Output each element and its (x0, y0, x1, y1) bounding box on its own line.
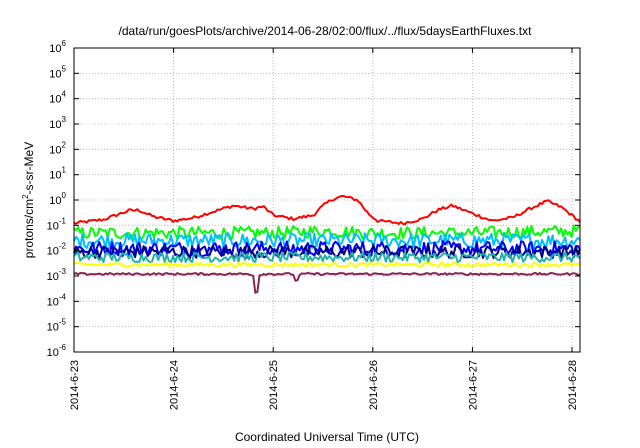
chart-title: /data/run/goesPlots/archive/2014-06-28/0… (119, 24, 533, 38)
y-tick-label: 10-1 (47, 216, 67, 232)
y-tick-label: 10-6 (47, 343, 67, 359)
y-tick-label: 10-2 (47, 242, 67, 258)
y-axis-ticks: 10-6 10-5 10-4 10-3 10-2 10-1 100 101 102 103 104 1… (47, 39, 580, 359)
y-tick-label: 106 (49, 39, 66, 55)
series-line-1 (73, 195, 581, 226)
x-tick-label: 2014-6-24 (169, 360, 181, 410)
y-tick-label: 10-4 (47, 292, 67, 308)
series-line-8 (73, 272, 581, 294)
grid (74, 47, 580, 353)
series-layer (73, 195, 581, 294)
y-axis-label: protons/cm2-s-sr-MeV (21, 142, 36, 258)
x-axis-ticks: 2014-6-23 2014-6-24 2014-6-25 2014-6-26 2014… (69, 48, 579, 410)
y-tick-label: 10-5 (47, 318, 67, 334)
y-tick-label: 100 (49, 191, 66, 207)
series-line-5 (73, 244, 581, 260)
x-tick-label: 2014-6-28 (567, 360, 579, 410)
x-axis-label: Coordinated Universal Time (UTC) (235, 430, 419, 444)
series-line-3 (73, 232, 581, 250)
y-tick-label: 101 (49, 166, 66, 182)
series-line-2 (73, 224, 581, 241)
x-tick-label: 2014-6-25 (268, 360, 280, 410)
series-line-7 (73, 261, 581, 268)
y-tick-label: 104 (49, 90, 66, 106)
y-tick-label: 105 (49, 64, 66, 80)
x-tick-label: 2014-6-26 (368, 360, 380, 410)
y-tick-label: 10-3 (47, 267, 67, 283)
x-tick-label: 2014-6-27 (467, 360, 479, 410)
series-line-6 (73, 251, 581, 264)
x-tick-label: 2014-6-23 (69, 360, 81, 410)
y-tick-label: 103 (49, 115, 66, 131)
y-tick-label: 102 (49, 140, 66, 156)
